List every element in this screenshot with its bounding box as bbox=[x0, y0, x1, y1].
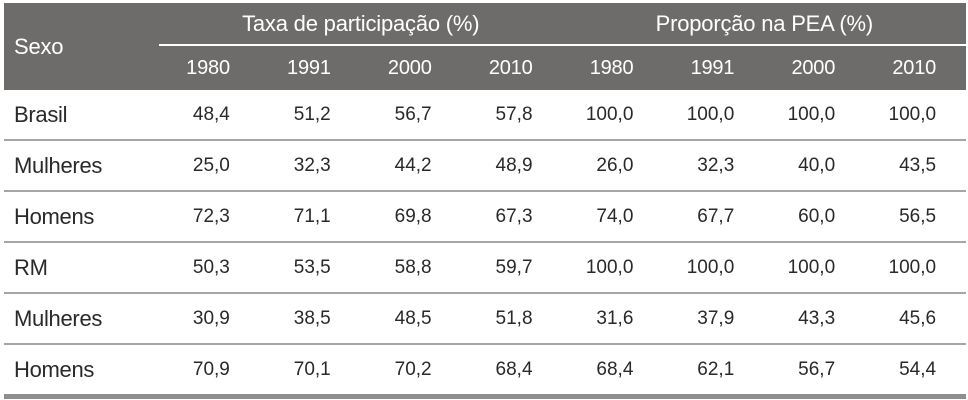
participation-table: Sexo Taxa de participação (%) Proporção … bbox=[4, 3, 967, 399]
value-cell: 50,3 bbox=[159, 241, 260, 293]
value-cell: 68,4 bbox=[461, 343, 563, 397]
value-cell: 100,0 bbox=[663, 90, 765, 140]
value-cell: 70,2 bbox=[360, 343, 462, 397]
table-row-mulheres-rm: Mulheres 30,9 38,5 48,5 51,8 31,6 37,9 4… bbox=[4, 292, 967, 344]
value-cell: 32,3 bbox=[259, 139, 361, 191]
value-cell: 100,0 bbox=[663, 241, 765, 293]
value-cell: 48,5 bbox=[360, 292, 462, 344]
table-row-brasil: Brasil 48,4 51,2 56,7 57,8 100,0 100,0 1… bbox=[4, 90, 967, 140]
year-header: 1991 bbox=[259, 45, 361, 90]
year-header: 2010 bbox=[865, 45, 967, 90]
value-cell: 43,3 bbox=[764, 292, 866, 344]
value-cell: 54,4 bbox=[865, 343, 967, 397]
table-row-rm: RM 50,3 53,5 58,8 59,7 100,0 100,0 100,0… bbox=[4, 241, 967, 293]
value-cell: 43,5 bbox=[865, 139, 967, 191]
value-cell: 62,1 bbox=[663, 343, 765, 397]
year-header: 2000 bbox=[764, 45, 866, 90]
value-cell: 30,9 bbox=[159, 292, 260, 344]
value-cell: 100,0 bbox=[865, 241, 967, 293]
value-cell: 37,9 bbox=[663, 292, 765, 344]
value-cell: 71,1 bbox=[259, 190, 361, 242]
value-cell: 44,2 bbox=[360, 139, 462, 191]
value-cell: 70,9 bbox=[159, 343, 260, 397]
value-cell: 48,4 bbox=[159, 90, 260, 140]
value-cell: 51,2 bbox=[259, 90, 361, 140]
table-body: Brasil 48,4 51,2 56,7 57,8 100,0 100,0 1… bbox=[4, 90, 967, 397]
year-header: 1991 bbox=[663, 45, 765, 90]
value-cell: 68,4 bbox=[562, 343, 664, 397]
value-cell: 100,0 bbox=[764, 90, 866, 140]
group-header-proporcao-pea: Proporção na PEA (%) bbox=[562, 3, 967, 46]
value-cell: 100,0 bbox=[562, 241, 664, 293]
value-cell: 40,0 bbox=[764, 139, 866, 191]
value-cell: 56,7 bbox=[764, 343, 866, 397]
value-cell: 26,0 bbox=[562, 139, 664, 191]
row-label: Mulheres bbox=[4, 139, 159, 191]
year-header: 2000 bbox=[360, 45, 462, 90]
value-cell: 59,7 bbox=[461, 241, 563, 293]
column-header-sexo: Sexo bbox=[4, 3, 159, 90]
value-cell: 69,8 bbox=[360, 190, 462, 242]
value-cell: 48,9 bbox=[461, 139, 563, 191]
group-header-row: Sexo Taxa de participação (%) Proporção … bbox=[4, 3, 967, 90]
table-header: Sexo Taxa de participação (%) Proporção … bbox=[4, 3, 967, 90]
value-cell: 72,3 bbox=[159, 190, 260, 242]
value-cell: 67,7 bbox=[663, 190, 765, 242]
value-cell: 51,8 bbox=[461, 292, 563, 344]
group-header-taxa-participacao: Taxa de participação (%) bbox=[159, 3, 563, 46]
value-cell: 38,5 bbox=[259, 292, 361, 344]
value-cell: 60,0 bbox=[764, 190, 866, 242]
value-cell: 56,7 bbox=[360, 90, 462, 140]
table-row-mulheres-brasil: Mulheres 25,0 32,3 44,2 48,9 26,0 32,3 4… bbox=[4, 139, 967, 191]
value-cell: 67,3 bbox=[461, 190, 563, 242]
year-header-row: 1980 1991 2000 2010 1980 1991 2000 2010 bbox=[4, 45, 967, 90]
table-row-homens-brasil: Homens 72,3 71,1 69,8 67,3 74,0 67,7 60,… bbox=[4, 190, 967, 242]
value-cell: 32,3 bbox=[663, 139, 765, 191]
value-cell: 74,0 bbox=[562, 190, 664, 242]
value-cell: 70,1 bbox=[259, 343, 361, 397]
value-cell: 100,0 bbox=[562, 90, 664, 140]
value-cell: 31,6 bbox=[562, 292, 664, 344]
value-cell: 100,0 bbox=[764, 241, 866, 293]
document-table-page: Sexo Taxa de participação (%) Proporção … bbox=[0, 3, 968, 400]
row-label: Homens bbox=[4, 343, 159, 397]
value-cell: 100,0 bbox=[865, 90, 967, 140]
value-cell: 25,0 bbox=[159, 139, 260, 191]
table-row-homens-rm: Homens 70,9 70,1 70,2 68,4 68,4 62,1 56,… bbox=[4, 343, 967, 397]
value-cell: 53,5 bbox=[259, 241, 361, 293]
value-cell: 56,5 bbox=[865, 190, 967, 242]
value-cell: 57,8 bbox=[461, 90, 563, 140]
year-header: 2010 bbox=[461, 45, 563, 90]
value-cell: 58,8 bbox=[360, 241, 462, 293]
year-header: 1980 bbox=[159, 45, 260, 90]
row-label: Homens bbox=[4, 190, 159, 242]
value-cell: 45,6 bbox=[865, 292, 967, 344]
year-header: 1980 bbox=[562, 45, 664, 90]
row-label: RM bbox=[4, 241, 159, 293]
row-label: Mulheres bbox=[4, 292, 159, 344]
row-label: Brasil bbox=[4, 90, 159, 140]
